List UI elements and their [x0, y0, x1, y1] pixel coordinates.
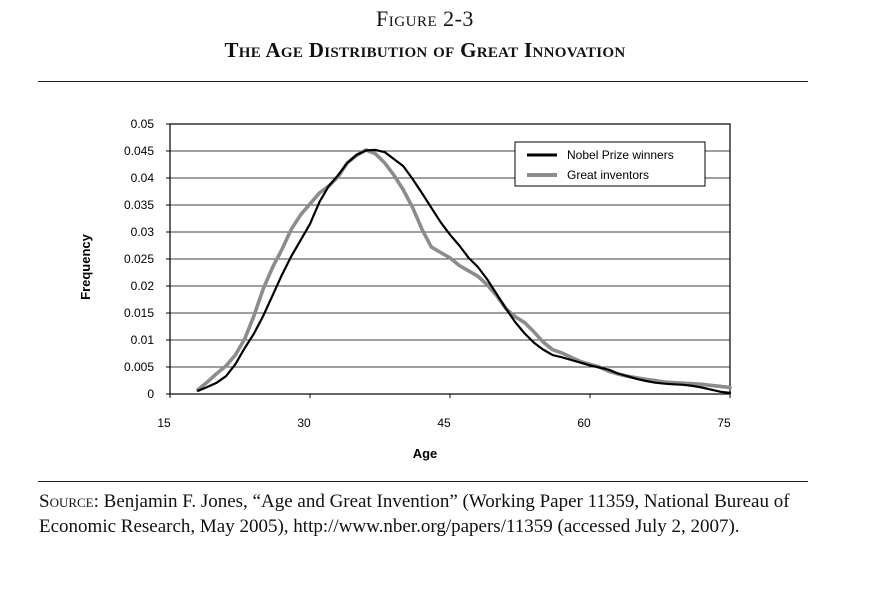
x-tick-label: 15 [157, 416, 171, 430]
top-rule [38, 81, 808, 82]
x-axis-ticks: 15 30 45 60 75 [157, 394, 731, 430]
legend: Nobel Prize winners Great inventors [514, 141, 706, 187]
source-text: Benjamin F. Jones, “Age and Great Invent… [39, 491, 790, 537]
y-tick-label: 0 [147, 387, 154, 401]
x-tick-label: 45 [437, 416, 451, 430]
series-line-inventors [196, 148, 732, 392]
y-tick-label: 0.02 [131, 279, 155, 293]
source-label: Source: [39, 491, 99, 512]
y-axis-ticks: 0 0.005 0.01 0.015 0.02 0.025 0.03 0.035 0.04 0.0… [124, 117, 170, 401]
y-tick-label: 0.025 [124, 252, 154, 266]
y-tick-label: 0.045 [124, 144, 154, 158]
y-tick-label: 0.015 [124, 306, 154, 320]
legend-box [514, 141, 706, 187]
x-axis-label: Age [413, 446, 438, 461]
x-tick-label: 30 [297, 416, 311, 430]
y-tick-label: 0.005 [124, 360, 154, 374]
y-tick-label: 0.01 [131, 333, 155, 347]
legend-label-inventors: Great inventors [567, 168, 649, 182]
y-tick-label: 0.04 [131, 171, 155, 185]
legend-label-nobel: Nobel Prize winners [567, 148, 674, 162]
x-tick-label: 75 [717, 416, 731, 430]
figure-title: The Age Distribution of Great Innovation [224, 38, 626, 62]
series-line-nobel [196, 148, 732, 394]
x-tick-label: 60 [577, 416, 591, 430]
y-axis-label: Frequency [78, 233, 93, 300]
y-tick-label: 0.05 [131, 117, 155, 131]
bottom-rule [38, 481, 808, 482]
line-chart: 0 0.005 0.01 0.015 0.02 0.025 0.03 0.035 0.04 0.0… [78, 117, 732, 461]
source-note: Source: Benjamin F. Jones, “Age and Grea… [39, 489, 819, 539]
y-tick-label: 0.03 [131, 225, 155, 239]
y-tick-label: 0.035 [124, 198, 154, 212]
series-layer [196, 148, 732, 394]
figure-number: Figure 2-3 [376, 6, 474, 31]
